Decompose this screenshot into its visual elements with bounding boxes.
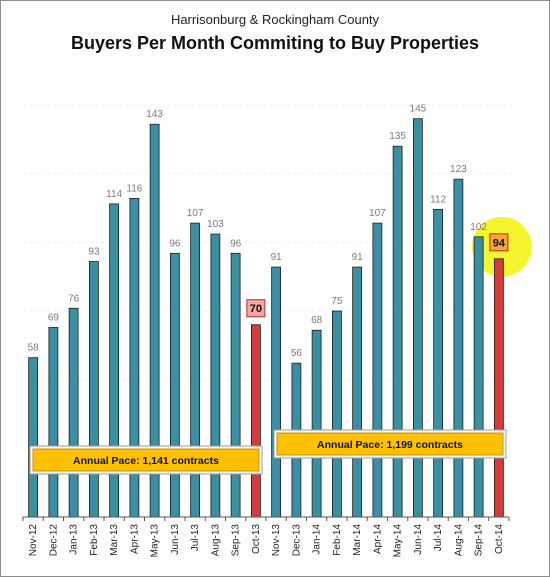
value-label-jun-13: 96: [169, 238, 181, 249]
x-tick-jul-13: Jul-13: [190, 524, 201, 552]
bar-aug-14: [453, 178, 464, 518]
value-label-box-oct-14: [489, 233, 509, 252]
x-tick-apr-13: Apr-13: [129, 524, 140, 554]
x-tick-dec-12: Dec-12: [48, 524, 59, 557]
bar-apr-14: [372, 222, 383, 518]
bar-nov-13: [271, 266, 282, 518]
value-label-jul-13: 107: [187, 208, 204, 219]
value-label-jan-13: 76: [68, 293, 80, 304]
value-label-may-14: 135: [389, 131, 406, 142]
x-tick-mar-13: Mar-13: [109, 524, 120, 556]
value-label-jul-14: 112: [430, 194, 446, 205]
bar-aug-13: [210, 233, 221, 518]
x-tick-jun-14: Jun-14: [413, 524, 424, 555]
x-tick-sep-13: Sep-13: [231, 524, 242, 557]
x-tick-may-14: May-14: [393, 524, 404, 558]
x-tick-oct-14: Oct-14: [494, 524, 505, 554]
annual-pace-box: [276, 432, 504, 456]
x-tick-dec-13: Dec-13: [291, 524, 302, 557]
x-tick-may-13: May-13: [150, 524, 161, 558]
bar-oct-13: [250, 324, 261, 518]
x-tick-nov-12: Nov-12: [28, 524, 39, 557]
bar-dec-12: [48, 327, 59, 518]
x-tick-labels: Nov-12 Dec-12 Jan-13 Feb-13 Mar-13 Apr-13 May-…: [28, 524, 505, 558]
value-label-box-oct-13: [246, 299, 266, 318]
x-tick-jan-14: Jan-14: [312, 524, 323, 555]
value-label-nov-13: 91: [271, 252, 283, 263]
value-label-may-13: 143: [146, 109, 163, 120]
bar-jul-14: [433, 208, 444, 518]
value-label-aug-13: 103: [207, 219, 224, 230]
bar-jan-13: [68, 307, 79, 518]
value-label-oct-14: 94: [493, 237, 506, 249]
annual-pace-label: Annual Pace: 1,141 contracts: [73, 455, 219, 467]
bars: [28, 118, 504, 518]
bar-jun-13: [169, 252, 180, 518]
value-label-jan-14: 68: [311, 315, 323, 326]
value-label-apr-14: 107: [369, 208, 386, 219]
x-axis: [22, 516, 510, 521]
value-label-dec-13: 56: [291, 348, 303, 359]
chart-subtitle: Harrisonburg & Rockingham County: [170, 12, 380, 27]
bar-feb-13: [88, 261, 99, 518]
x-tick-nov-13: Nov-13: [271, 524, 282, 557]
value-label-mar-13: 114: [106, 189, 122, 200]
x-tick-apr-14: Apr-14: [372, 524, 383, 554]
bar-sep-13: [230, 252, 241, 518]
value-label-nov-12: 58: [28, 343, 40, 354]
x-tick-mar-14: Mar-14: [352, 524, 363, 556]
x-tick-jan-13: Jan-13: [69, 524, 80, 555]
annual-pace-box: [32, 448, 260, 472]
x-tick-jul-14: Jul-14: [433, 524, 444, 552]
annual-pace-annotations: Annual Pace: 1,141 contracts Annual Pace:…: [29, 429, 507, 475]
bar-may-14: [392, 145, 403, 518]
value-label-feb-13: 93: [88, 247, 100, 258]
x-tick-aug-13: Aug-13: [210, 524, 221, 557]
value-label-sep-13: 96: [230, 238, 242, 249]
bar-oct-14: [493, 258, 504, 518]
x-tick-feb-14: Feb-14: [332, 524, 343, 556]
annual-pace-label: Annual Pace: 1,199 contracts: [317, 439, 463, 451]
value-label-apr-13: 116: [126, 183, 142, 194]
bar-feb-14: [331, 310, 342, 518]
bar-nov-12: [28, 357, 39, 518]
x-tick-jun-13: Jun-13: [170, 524, 181, 555]
value-label-oct-13: 70: [250, 303, 262, 315]
value-label-dec-12: 69: [48, 312, 60, 323]
x-tick-sep-14: Sep-14: [474, 524, 485, 557]
value-label-aug-14: 123: [450, 164, 467, 175]
x-tick-aug-14: Aug-14: [453, 524, 464, 557]
value-label-feb-14: 75: [331, 296, 343, 307]
value-label-jun-14: 145: [410, 104, 427, 115]
chart-title: Buyers Per Month Commiting to Buy Proper…: [70, 33, 480, 53]
bar-jan-14: [311, 329, 322, 518]
value-label-mar-14: 91: [352, 252, 364, 263]
value-label-sep-14: 102: [470, 222, 487, 233]
bar-sep-14: [473, 236, 484, 518]
bar-mar-14: [352, 266, 363, 518]
x-tick-feb-13: Feb-13: [89, 524, 100, 556]
x-tick-oct-13: Oct-13: [251, 524, 262, 554]
